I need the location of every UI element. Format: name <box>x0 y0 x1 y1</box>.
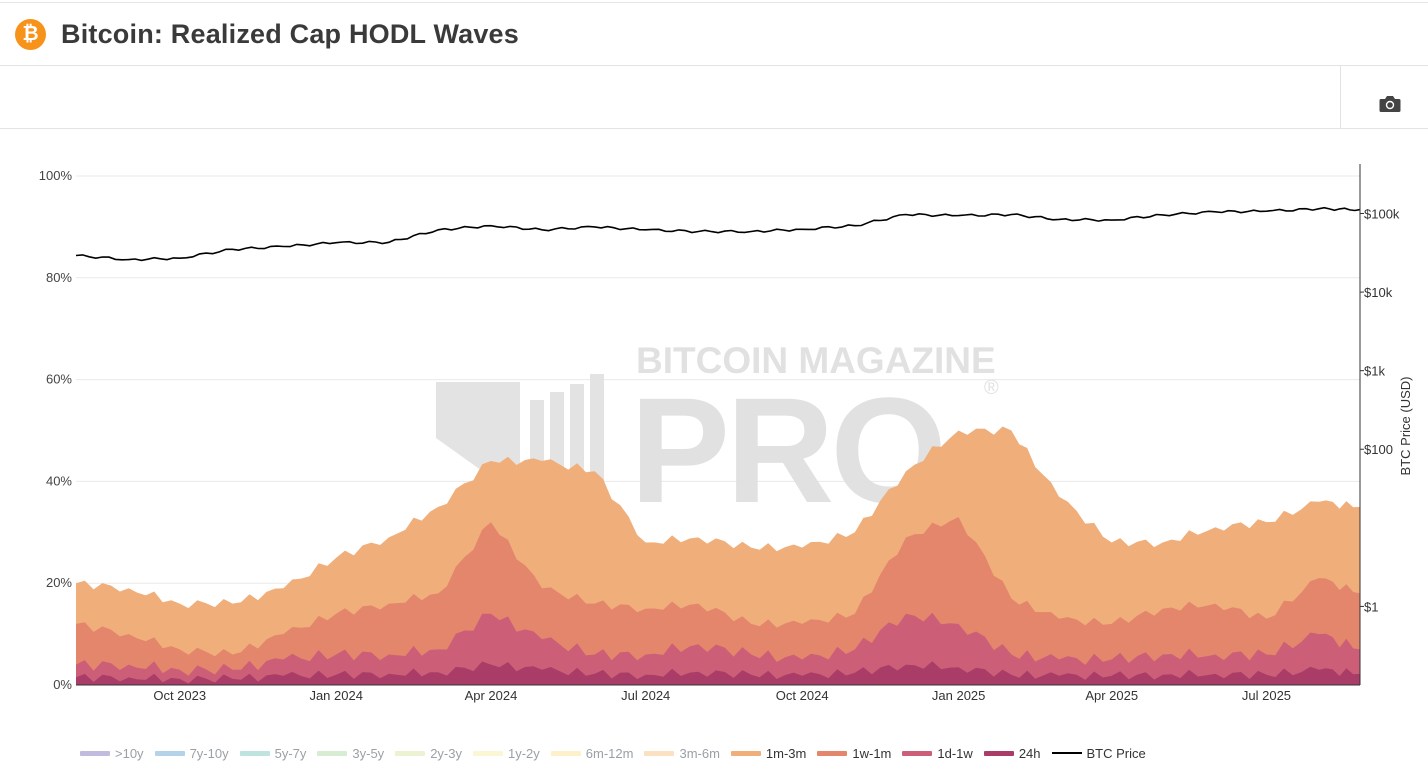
legend-item-6m-12m[interactable]: 6m-12m <box>550 745 634 761</box>
y2-tick-label: $1 <box>1364 599 1378 614</box>
legend-item-10y[interactable]: >10y <box>80 746 144 761</box>
y2-axis-title: BTC Price (USD) <box>1398 377 1413 476</box>
x-tick-label: Jan 2024 <box>309 688 363 703</box>
area-24h <box>76 661 1360 685</box>
legend-label: 1y-2y <box>507 745 540 761</box>
legend-item-2y-3y[interactable]: 2y-3y <box>395 746 462 761</box>
legend-item-1y-2y[interactable]: 1y-2y <box>472 745 540 761</box>
btc-price-line <box>75 206 1361 262</box>
legend-item-1d-1w[interactable]: 1d-1w <box>902 745 973 761</box>
y2-tick-label: $10k <box>1364 285 1393 300</box>
legend-label: 3m-6m <box>679 745 720 761</box>
legend-item-3m-6m[interactable]: 3m-6m <box>644 745 720 761</box>
y2-tick-label: $1k <box>1364 364 1385 379</box>
y-tick-label: 60% <box>46 372 72 387</box>
legend-label: 5y-7y <box>274 745 307 761</box>
x-tick-label: Apr 2025 <box>1085 688 1138 703</box>
y-tick-label: 40% <box>46 473 72 488</box>
legend-swatch <box>80 750 110 756</box>
legend-label: 7y-10y <box>189 745 229 761</box>
legend-item-3y-5y[interactable]: 3y-5y <box>317 746 384 761</box>
legend-item-1w-1m[interactable]: 1w-1m <box>817 746 891 761</box>
legend-item-1m-3m[interactable]: 1m-3m <box>730 745 807 761</box>
legend-label: BTC Price <box>1086 745 1146 761</box>
y2-tick-label: $100k <box>1364 206 1400 221</box>
chart-legend: >10y 7y-10y 5y-7y 3y-5y 2y-3y 1y-2y 6m-12m 3m-6… <box>80 744 1157 762</box>
wave-areas <box>76 426 1360 685</box>
legend-label: 1d-1w <box>937 745 973 761</box>
legend-label: 6m-12m <box>585 745 634 761</box>
legend-label: >10y <box>115 745 144 761</box>
x-tick-label: Oct 2024 <box>776 688 829 703</box>
chart-toolbar <box>0 66 1428 129</box>
y-tick-label: 80% <box>46 270 72 285</box>
legend-swatch <box>239 750 270 756</box>
legend-item-5y-7y[interactable]: 5y-7y <box>239 745 307 761</box>
legend-swatch <box>472 750 503 756</box>
legend-label: 1w-1m <box>852 745 892 761</box>
y-tick-label: 100% <box>39 168 73 183</box>
legend-label: 1m-3m <box>765 745 807 761</box>
legend-label: 2y-3y <box>430 745 462 761</box>
legend-item-24h[interactable]: 24h <box>983 745 1041 761</box>
price-line-group <box>75 206 1361 262</box>
legend-swatch <box>550 750 581 756</box>
area-1w-1m <box>76 517 1360 685</box>
legend-swatch <box>730 750 761 756</box>
legend-swatch <box>902 750 933 756</box>
hodl-waves-chart: BITCOIN MAGAZINE PRO ® 0%20%40%60%80%100… <box>39 164 1413 703</box>
legend-swatch <box>983 750 1014 756</box>
legend-label: 3y-5y <box>352 745 385 761</box>
legend-swatch <box>317 750 348 756</box>
x-tick-label: Apr 2024 <box>465 688 518 703</box>
page-title: Bitcoin: Realized Cap HODL Waves <box>61 19 519 49</box>
x-tick-label: Jul 2024 <box>621 688 670 703</box>
toolbar-divider <box>1340 66 1341 128</box>
legend-item-7y-10y[interactable]: 7y-10y <box>154 745 229 761</box>
bitcoin-logo-icon: ₿ <box>15 19 46 50</box>
page-header: ₿ Bitcoin: Realized Cap HODL Waves <box>0 3 1428 66</box>
legend-swatch <box>1051 752 1082 754</box>
legend-label: 24h <box>1018 745 1041 761</box>
watermark-line1: BITCOIN MAGAZINE <box>636 340 996 381</box>
legend-swatch <box>154 750 185 756</box>
watermark-registered-mark: ® <box>984 377 999 399</box>
area-1d-1w <box>76 612 1360 685</box>
x-tick-label: Jul 2025 <box>1242 688 1291 703</box>
axes: 0% 20% 40% 60% 80% 100% $1 $100 $1k $10k $100k BTC … <box>39 164 1413 703</box>
camera-icon[interactable] <box>1379 95 1401 113</box>
x-tick-label: Oct 2023 <box>153 688 206 703</box>
legend-item-btc-price[interactable]: BTC Price <box>1051 745 1146 761</box>
legend-swatch <box>395 750 426 756</box>
legend-swatch <box>817 750 848 756</box>
x-tick-label: Jan 2025 <box>932 688 986 703</box>
y-tick-label: 20% <box>46 575 72 590</box>
legend-swatch <box>644 750 675 756</box>
top-border <box>0 2 1428 3</box>
y-tick-label: 0% <box>53 677 72 692</box>
y2-tick-label: $100 <box>1364 442 1393 457</box>
